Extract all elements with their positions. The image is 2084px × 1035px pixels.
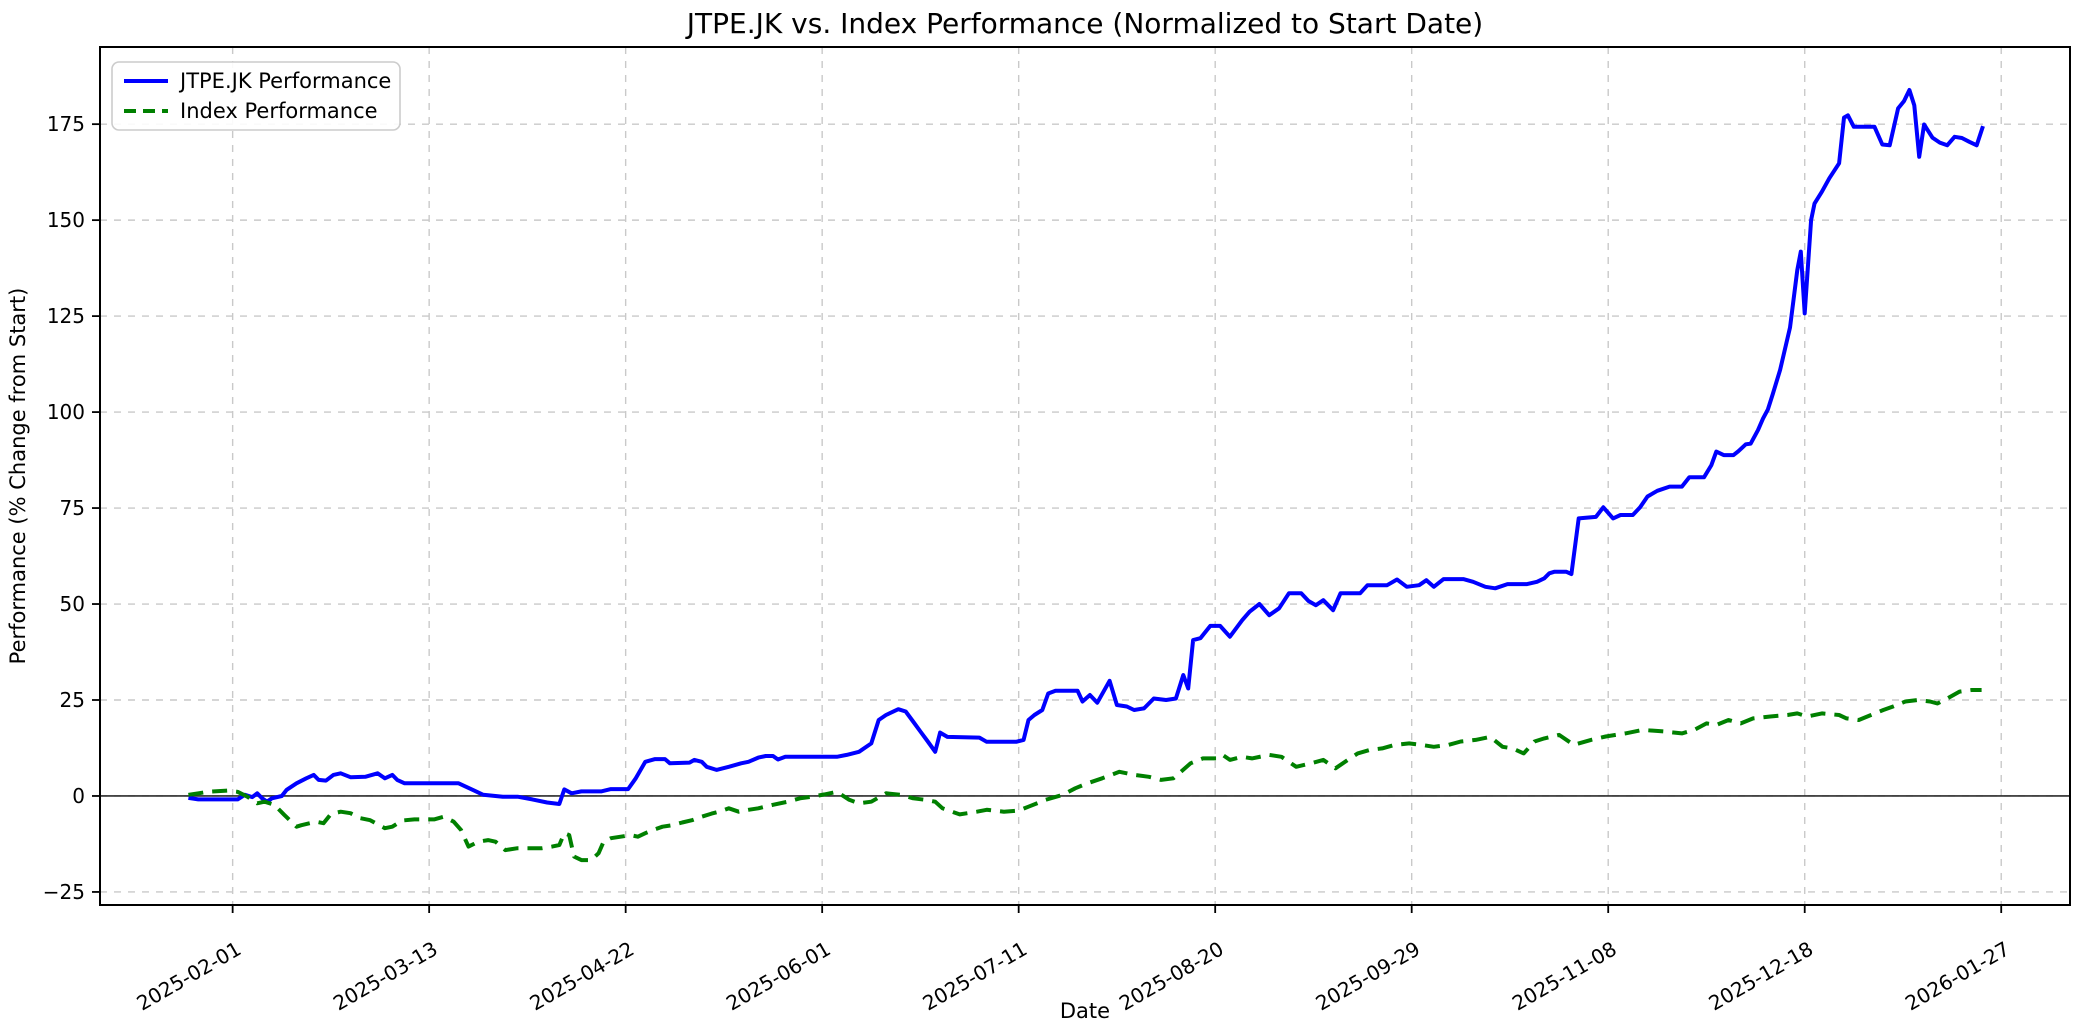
legend-label: Index Performance	[180, 99, 378, 123]
y-tick-label: 0	[72, 784, 85, 808]
y-tick-label: 150	[47, 208, 85, 232]
legend-box	[111, 61, 401, 131]
y-tick-label: 50	[60, 592, 85, 616]
series-line-index-performance	[188, 688, 1982, 863]
y-tick-label: 75	[60, 496, 85, 520]
plot-border	[99, 46, 2071, 906]
x-axis-label: Date	[1060, 999, 1110, 1023]
legend-label: JTPE.JK Performance	[178, 69, 391, 93]
chart-title: JTPE.JK vs. Index Performance (Normalize…	[685, 7, 1483, 40]
y-tick-label: 175	[47, 112, 85, 136]
y-tick-label: −25	[43, 880, 85, 904]
grid-layer	[100, 47, 2070, 905]
series-line-jtpe-jk-performance	[188, 88, 1985, 806]
y-axis-label: Performance (% Change from Start)	[6, 288, 30, 665]
y-tick-label: 125	[47, 304, 85, 328]
legend: JTPE.JK Performance Index Performance	[111, 61, 401, 131]
series-layer	[188, 88, 1985, 863]
y-tick-label: 100	[47, 400, 85, 424]
y-tick-label: 25	[60, 688, 85, 712]
